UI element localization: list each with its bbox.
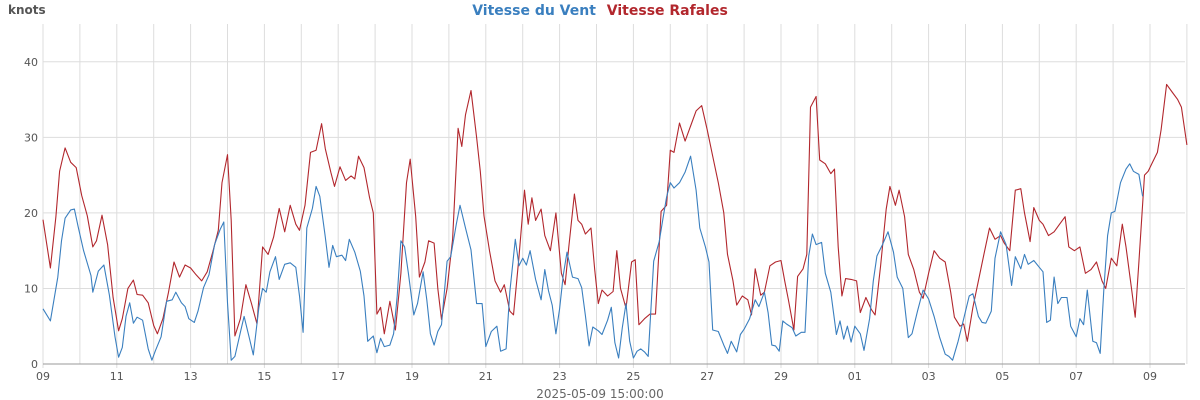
y-tick-label: 0 [31, 358, 38, 371]
series-layer [42, 83, 1188, 361]
y-tick-label: 10 [24, 282, 38, 295]
series-line-wind-speed [42, 155, 1144, 361]
x-tick-label: 09 [1143, 370, 1157, 383]
x-axis-ticks: 09 11 13 15 17 19 21 23 25 27 29 01 03 05 07 09 [36, 370, 1157, 383]
y-tick-label: 40 [24, 56, 38, 69]
x-tick-label: 09 [36, 370, 50, 383]
legend-item-wind-speed[interactable]: Vitesse du Vent [472, 3, 596, 19]
x-tick-label: 19 [405, 370, 419, 383]
y-tick-label: 20 [24, 207, 38, 220]
x-axis-caption: 2025-05-09 15:00:00 [536, 387, 663, 400]
x-tick-label: 27 [700, 370, 714, 383]
legend: Vitesse du Vent Vitesse Rafales [472, 3, 728, 19]
x-tick-label: 07 [1069, 370, 1083, 383]
y-axis-ticks: 0 10 20 30 40 [24, 56, 38, 371]
x-tick-label: 03 [922, 370, 936, 383]
x-tick-label: 29 [774, 370, 788, 383]
x-tick-label: 05 [995, 370, 1009, 383]
x-tick-label: 01 [848, 370, 862, 383]
x-tick-label: 15 [257, 370, 271, 383]
series-line-gust-speed [42, 83, 1188, 342]
y-axis-unit-label: knots [8, 3, 46, 17]
y-tick-label: 30 [24, 131, 38, 144]
x-tick-label: 17 [331, 370, 345, 383]
grid-lines [42, 24, 1188, 368]
x-tick-label: 21 [479, 370, 493, 383]
x-tick-label: 23 [553, 370, 567, 383]
x-tick-label: 11 [110, 370, 124, 383]
x-tick-label: 25 [626, 370, 640, 383]
legend-item-gust-speed[interactable]: Vitesse Rafales [607, 3, 728, 19]
x-tick-label: 13 [184, 370, 198, 383]
